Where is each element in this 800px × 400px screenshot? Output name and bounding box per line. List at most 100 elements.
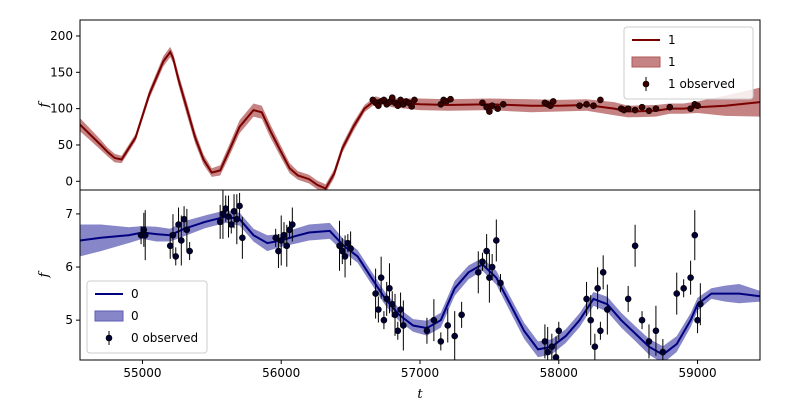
x-tick-label: 57000 — [401, 366, 439, 380]
observed-point — [347, 245, 354, 252]
observed-point — [624, 295, 632, 303]
observed-point — [691, 231, 699, 239]
observed-point — [458, 311, 465, 319]
observed-point — [652, 105, 660, 112]
observed-point — [488, 263, 496, 271]
observed-point — [183, 226, 191, 234]
observed-point — [394, 102, 402, 110]
observed-point — [587, 316, 594, 324]
observed-point — [391, 311, 399, 319]
observed-point — [555, 327, 563, 335]
observed-point — [239, 234, 246, 242]
observed-point — [166, 242, 174, 250]
series-line — [80, 215, 760, 356]
observed-point — [430, 316, 438, 324]
legend-label: 0 observed — [131, 331, 198, 345]
observed-point — [604, 306, 611, 313]
observed-point — [444, 322, 452, 329]
observed-point — [697, 300, 704, 308]
observed-point — [631, 106, 639, 114]
observed-point — [694, 316, 701, 324]
observed-point — [680, 284, 687, 292]
observed-point — [673, 290, 681, 297]
legend-marker-swatch — [105, 334, 113, 342]
y-axis-label: f — [37, 100, 52, 108]
observed-point — [624, 105, 632, 112]
observed-point — [488, 102, 496, 110]
legend-label: 1 observed — [668, 77, 735, 91]
observed-point — [372, 290, 379, 297]
y-tick-label: 0 — [65, 174, 73, 188]
legend-band-swatch — [631, 56, 661, 68]
y-axis-label: f — [37, 270, 52, 278]
observed-point — [216, 218, 224, 226]
x-tick-label: 55000 — [123, 366, 161, 380]
observed-point — [541, 338, 549, 345]
observed-point — [394, 327, 402, 335]
observed-point — [486, 108, 493, 115]
legend-label: 1 — [668, 55, 676, 69]
observed-point — [652, 327, 660, 335]
x-axis-label: t — [417, 387, 423, 400]
observed-point — [549, 98, 557, 105]
observed-point — [180, 215, 188, 223]
observed-point — [225, 213, 232, 220]
observed-point — [599, 269, 607, 276]
observed-point — [659, 348, 667, 356]
observed-point — [497, 279, 504, 287]
observed-point — [597, 327, 604, 335]
observed-point — [552, 354, 560, 360]
observed-point — [499, 100, 507, 108]
observed-point — [222, 205, 230, 212]
y-tick-label: 6 — [65, 260, 73, 274]
legend-box — [86, 280, 208, 354]
observed-point — [437, 338, 445, 345]
observed-point — [645, 338, 653, 345]
observed-point — [388, 300, 396, 308]
observed-point — [236, 202, 243, 210]
observed-point — [474, 269, 482, 276]
y-tick-label: 150 — [50, 65, 73, 79]
legend-label: 0 — [131, 309, 139, 323]
observed-point — [283, 242, 291, 250]
observed-point — [408, 103, 415, 110]
panel-bottom: 5 6 7 55000 56000 57000 58000 59000 f t 0 0 0 observ… — [37, 189, 761, 400]
observed-point — [590, 102, 597, 110]
x-tick-label: 56000 — [262, 366, 300, 380]
legend-box — [623, 26, 754, 100]
observed-point — [227, 221, 235, 228]
observed-point — [494, 105, 502, 112]
observed-point — [576, 102, 583, 110]
observed-point — [594, 284, 601, 292]
observed-point — [375, 306, 382, 313]
observed-point — [386, 284, 393, 292]
confidence-band — [80, 210, 760, 360]
observed-point — [544, 348, 551, 356]
y-tick-label: 50 — [58, 138, 73, 152]
plot-area — [80, 190, 760, 360]
observed-point — [172, 253, 180, 260]
observed-point — [169, 231, 177, 239]
observed-point — [638, 316, 646, 324]
observed-point — [451, 332, 458, 340]
y-tick-label: 200 — [50, 29, 73, 43]
observed-point — [694, 102, 701, 110]
observed-point — [383, 295, 390, 303]
observed-point — [597, 96, 604, 104]
observed-point — [175, 221, 182, 228]
observed-point — [486, 274, 493, 281]
legend-marker-swatch — [642, 80, 650, 88]
observed-point — [380, 316, 388, 324]
observed-point — [687, 105, 694, 112]
observed-point — [186, 247, 193, 255]
panel-top: 0 50 100 150 200 f 1 1 1 observed — [37, 19, 761, 191]
observed-point — [583, 295, 590, 303]
observed-point — [687, 274, 694, 281]
observed-point — [631, 242, 639, 250]
observed-point — [233, 215, 241, 223]
observed-point — [666, 103, 674, 111]
observed-point — [178, 237, 185, 244]
legend-label: 1 — [668, 33, 676, 47]
observed-point — [483, 247, 490, 255]
observed-point — [388, 94, 396, 102]
